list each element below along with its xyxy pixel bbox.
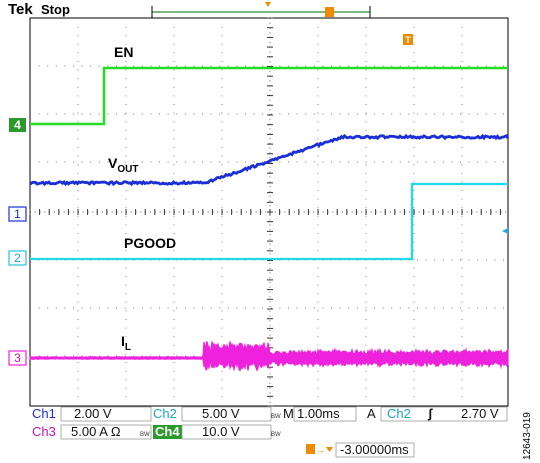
trigger-marker: T [403,34,413,45]
ch4-bw-icon: BW [271,432,281,438]
trigger-box[interactable] [380,406,508,422]
acquisition-state: Stop [41,2,70,17]
trace-en [30,66,508,126]
ch1-scale-box[interactable] [60,406,152,422]
ch4-ground-marker[interactable]: 4 [9,118,26,132]
ch4-name: Ch4 [155,424,180,439]
horizontal-position-icon [306,444,315,454]
trigger-position-arrow-icon [265,2,271,7]
ch3-name: Ch3 [32,424,56,439]
svg-text:T: T [405,35,411,45]
ch2-bw-icon: BW [271,414,281,420]
ch2-scale-box[interactable] [181,406,272,422]
timebase-prefix: M [283,406,294,421]
ch1-name: Ch1 [32,406,56,421]
ch4-name-box [153,425,182,439]
ch3-ground-marker[interactable]: 3 [8,350,27,366]
axis-ticks [29,17,501,407]
trigger-source: Ch2 [387,406,411,421]
svg-text:2: 2 [14,251,21,265]
record-position-bar[interactable] [151,6,371,18]
readout-panel: Ch1 2.00 V Ch2 5.00 V BW M 1.00ms A Ch2 … [32,406,508,458]
ch2-ground-marker[interactable]: 2 [8,250,27,266]
svg-text:4: 4 [14,118,21,132]
timebase-value: 1.00ms [297,406,340,421]
trace-vout [29,133,510,187]
label-il: IL [121,333,131,353]
figure-id: 12643-019 [522,412,533,460]
ch1-ground-marker[interactable]: 1 [8,206,27,222]
ch2-scale: 5.00 V [202,406,240,421]
trace-pgood [30,182,508,261]
ch4-scale-box[interactable] [181,424,272,440]
position-arrow-icon: → [316,445,325,455]
ch3-scale-box[interactable] [60,424,152,440]
label-vout: VOUT [108,155,138,175]
svg-text:1: 1 [14,207,21,221]
label-pgood: PGOOD [124,235,176,251]
brand-label: Tek [8,1,33,18]
position-value: -3.00000ms [340,442,409,457]
svg-text:3: 3 [14,351,21,365]
timebase-box[interactable] [293,406,357,422]
trace-il [29,341,509,372]
position-down-arrow-icon [326,447,333,452]
ch3-bw-icon: BW [140,432,150,438]
label-en: EN [114,44,133,60]
trigger-mode: A [367,406,376,421]
trigger-level: 2.70 V [461,406,499,421]
ch1-scale: 2.00 V [74,406,112,421]
trigger-slope-icon: ʃ [427,406,433,421]
ch4-scale: 10.0 V [202,424,240,439]
trigger-level-arrow-icon [502,228,508,234]
position-box[interactable] [335,442,415,458]
ch2-name: Ch2 [153,406,177,421]
